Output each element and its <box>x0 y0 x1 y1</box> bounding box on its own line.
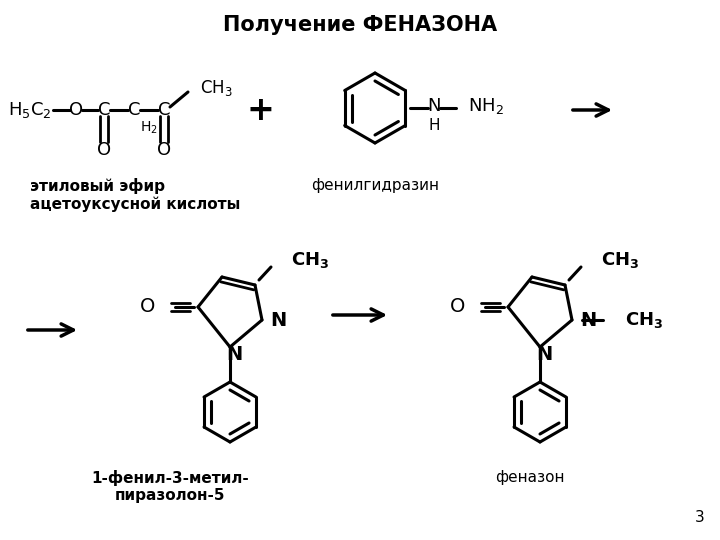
Text: O: O <box>157 141 171 159</box>
Text: этиловый эфир
ацетоуксусной кислоты: этиловый эфир ацетоуксусной кислоты <box>30 178 240 212</box>
Text: C: C <box>98 101 110 119</box>
Text: 1-фенил-3-метил-
пиразолон-5: 1-фенил-3-метил- пиразолон-5 <box>91 470 249 503</box>
Text: N: N <box>427 97 441 115</box>
Text: O: O <box>69 101 83 119</box>
Text: Получение ФЕНАЗОНА: Получение ФЕНАЗОНА <box>223 15 497 35</box>
Text: N: N <box>226 346 242 365</box>
Text: N: N <box>580 310 596 329</box>
Text: C: C <box>158 101 170 119</box>
Text: N: N <box>270 310 287 329</box>
Text: фенилгидразин: фенилгидразин <box>311 178 439 193</box>
Text: O: O <box>97 141 111 159</box>
Text: феназон: феназон <box>495 470 564 485</box>
Text: $\mathbf{CH_3}$: $\mathbf{CH_3}$ <box>601 250 639 270</box>
Text: C: C <box>127 101 140 119</box>
Text: $\mathrm{CH_3}$: $\mathrm{CH_3}$ <box>200 78 233 98</box>
Text: $\mathbf{CH_3}$: $\mathbf{CH_3}$ <box>625 310 663 330</box>
Text: H: H <box>428 118 440 133</box>
Text: $\mathbf{CH_3}$: $\mathbf{CH_3}$ <box>291 250 329 270</box>
Text: $\mathrm{H_2}$: $\mathrm{H_2}$ <box>140 120 158 137</box>
Text: $\mathrm{NH_2}$: $\mathrm{NH_2}$ <box>468 96 504 116</box>
Text: +: + <box>246 93 274 126</box>
Text: O: O <box>449 298 465 316</box>
Text: 3: 3 <box>696 510 705 525</box>
Text: $\mathrm{H_5C_2}$: $\mathrm{H_5C_2}$ <box>8 100 52 120</box>
Text: N: N <box>536 346 552 365</box>
Text: O: O <box>140 298 155 316</box>
